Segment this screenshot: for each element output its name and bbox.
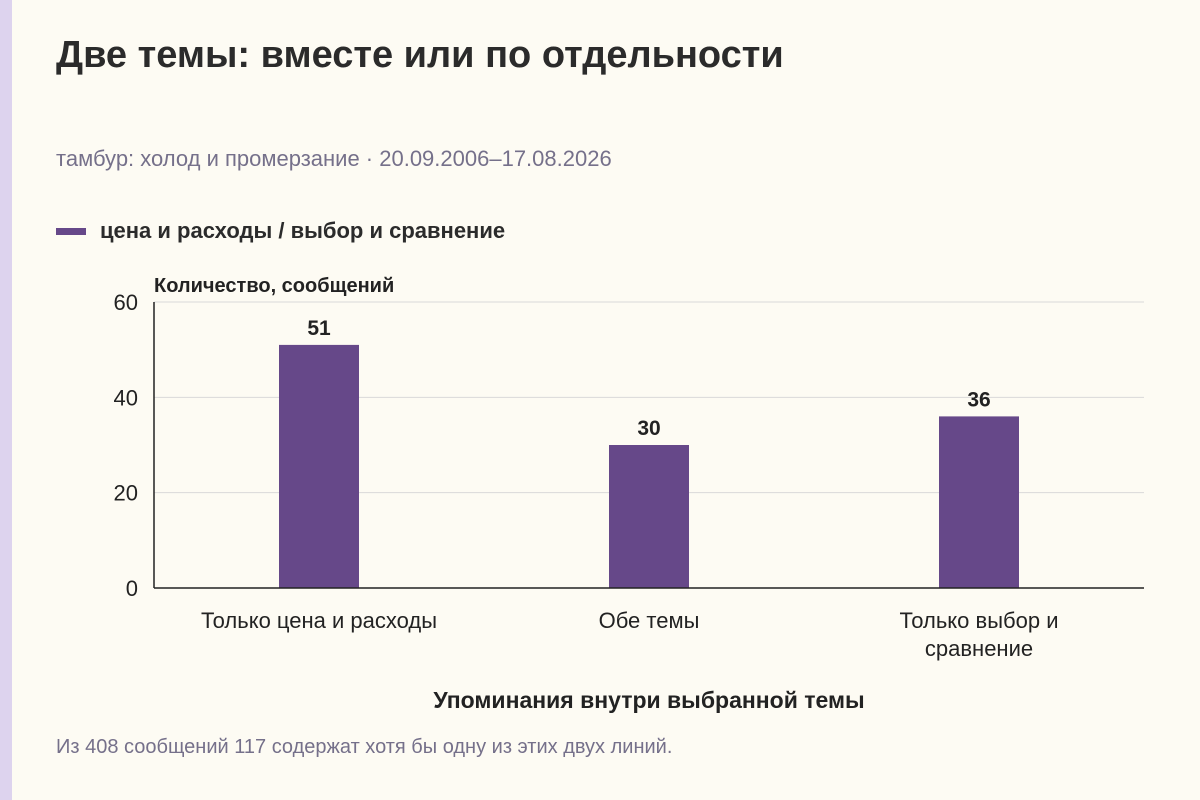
bar — [609, 445, 689, 588]
legend-swatch — [56, 227, 86, 235]
x-tick-labels: Только цена и расходы Обе темы Только выбо… — [201, 608, 1059, 661]
bar — [939, 416, 1019, 588]
data-label: 30 — [637, 417, 660, 440]
footnote: Из 408 сообщений 117 содержат хотя бы од… — [56, 736, 673, 758]
legend-label: цена и расходы / выбор и сравнение — [100, 218, 506, 243]
x-tick-label: Только выбор и сравнение — [900, 608, 1059, 661]
chart-title: Две темы: вместе или по отдельности — [56, 34, 784, 76]
bars — [279, 344, 1019, 588]
legend: цена и расходы / выбор и сравнение — [56, 218, 505, 244]
bar — [279, 344, 359, 588]
chart-subtitle: тамбур: холод и промерзание · 20.09.2006… — [56, 146, 612, 171]
y-tick-label: 60 — [114, 290, 138, 315]
y-tick-label: 20 — [114, 481, 138, 506]
data-label: 51 — [307, 317, 331, 340]
y-ticks: 0 20 40 60 — [114, 290, 138, 601]
y-tick-label: 40 — [114, 385, 138, 410]
x-tick-label: Только цена и расходы — [201, 608, 437, 633]
x-axis-label: Упоминания внутри выбранной темы — [433, 687, 864, 713]
y-axis-label: Количество, сообщений — [154, 275, 394, 297]
data-label: 36 — [967, 388, 990, 411]
data-labels: 51 30 36 — [307, 317, 990, 440]
x-tick-label: Обе темы — [599, 608, 700, 633]
accent-strip — [0, 0, 12, 800]
y-tick-label: 0 — [126, 576, 138, 601]
